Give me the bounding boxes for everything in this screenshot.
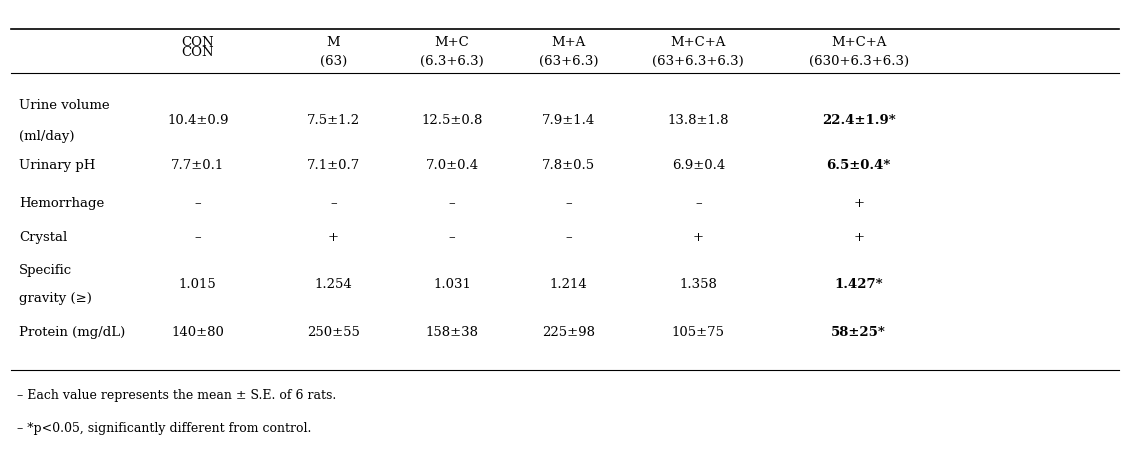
- Text: Hemorrhage: Hemorrhage: [19, 197, 104, 210]
- Text: (63+6.3+6.3): (63+6.3+6.3): [652, 55, 745, 68]
- Text: M+C+A: M+C+A: [670, 36, 727, 49]
- Text: +: +: [853, 231, 864, 245]
- Text: Urine volume: Urine volume: [19, 99, 110, 112]
- Text: –: –: [194, 231, 201, 245]
- Text: –: –: [330, 197, 337, 210]
- Text: 6.9±0.4: 6.9±0.4: [671, 159, 725, 173]
- Text: –: –: [449, 231, 455, 245]
- Text: +: +: [853, 197, 864, 210]
- Text: 7.5±1.2: 7.5±1.2: [306, 114, 360, 128]
- Text: 7.7±0.1: 7.7±0.1: [171, 159, 225, 173]
- Text: 7.8±0.5: 7.8±0.5: [541, 159, 596, 173]
- Text: 22.4±1.9*: 22.4±1.9*: [822, 114, 896, 128]
- Text: 10.4±0.9: 10.4±0.9: [167, 114, 228, 128]
- Text: 1.427*: 1.427*: [834, 278, 884, 291]
- Text: 6.5±0.4*: 6.5±0.4*: [827, 159, 890, 173]
- Text: (63): (63): [320, 55, 347, 68]
- Text: (6.3+6.3): (6.3+6.3): [420, 55, 484, 68]
- Text: Specific: Specific: [19, 264, 72, 277]
- Text: 12.5±0.8: 12.5±0.8: [421, 114, 483, 128]
- Text: (630+6.3+6.3): (630+6.3+6.3): [809, 55, 909, 68]
- Text: Urinary pH: Urinary pH: [19, 159, 96, 173]
- Text: +: +: [693, 231, 704, 245]
- Text: 250±55: 250±55: [307, 326, 359, 339]
- Text: CON: CON: [182, 36, 214, 49]
- Text: 1.358: 1.358: [679, 278, 718, 291]
- Text: Protein (mg/dL): Protein (mg/dL): [19, 326, 125, 339]
- Text: 13.8±1.8: 13.8±1.8: [668, 114, 729, 128]
- Text: 158±38: 158±38: [426, 326, 478, 339]
- Text: 1.015: 1.015: [179, 278, 217, 291]
- Text: Crystal: Crystal: [19, 231, 68, 245]
- Text: –: –: [449, 197, 455, 210]
- Text: – *p<0.05, significantly different from control.: – *p<0.05, significantly different from …: [17, 422, 312, 436]
- Text: 140±80: 140±80: [172, 326, 224, 339]
- Text: M+A: M+A: [551, 36, 585, 49]
- Text: +: +: [328, 231, 339, 245]
- Text: (ml/day): (ml/day): [19, 129, 75, 143]
- Text: CON: CON: [182, 46, 214, 59]
- Text: M+C+A: M+C+A: [831, 36, 887, 49]
- Text: –: –: [565, 197, 572, 210]
- Text: –: –: [565, 231, 572, 245]
- Text: –: –: [194, 197, 201, 210]
- Text: 7.9±1.4: 7.9±1.4: [541, 114, 596, 128]
- Text: 7.1±0.7: 7.1±0.7: [306, 159, 360, 173]
- Text: (63+6.3): (63+6.3): [539, 55, 598, 68]
- Text: 1.214: 1.214: [549, 278, 588, 291]
- Text: M: M: [327, 36, 340, 49]
- Text: 7.0±0.4: 7.0±0.4: [425, 159, 479, 173]
- Text: – Each value represents the mean ± S.E. of 6 rats.: – Each value represents the mean ± S.E. …: [17, 389, 337, 402]
- Text: 1.031: 1.031: [433, 278, 471, 291]
- Text: 58±25*: 58±25*: [832, 326, 886, 339]
- Text: M+C: M+C: [435, 36, 469, 49]
- Text: gravity (≥): gravity (≥): [19, 292, 92, 305]
- Text: 1.254: 1.254: [314, 278, 353, 291]
- Text: –: –: [695, 197, 702, 210]
- Text: 105±75: 105±75: [672, 326, 724, 339]
- Text: 225±98: 225±98: [542, 326, 594, 339]
